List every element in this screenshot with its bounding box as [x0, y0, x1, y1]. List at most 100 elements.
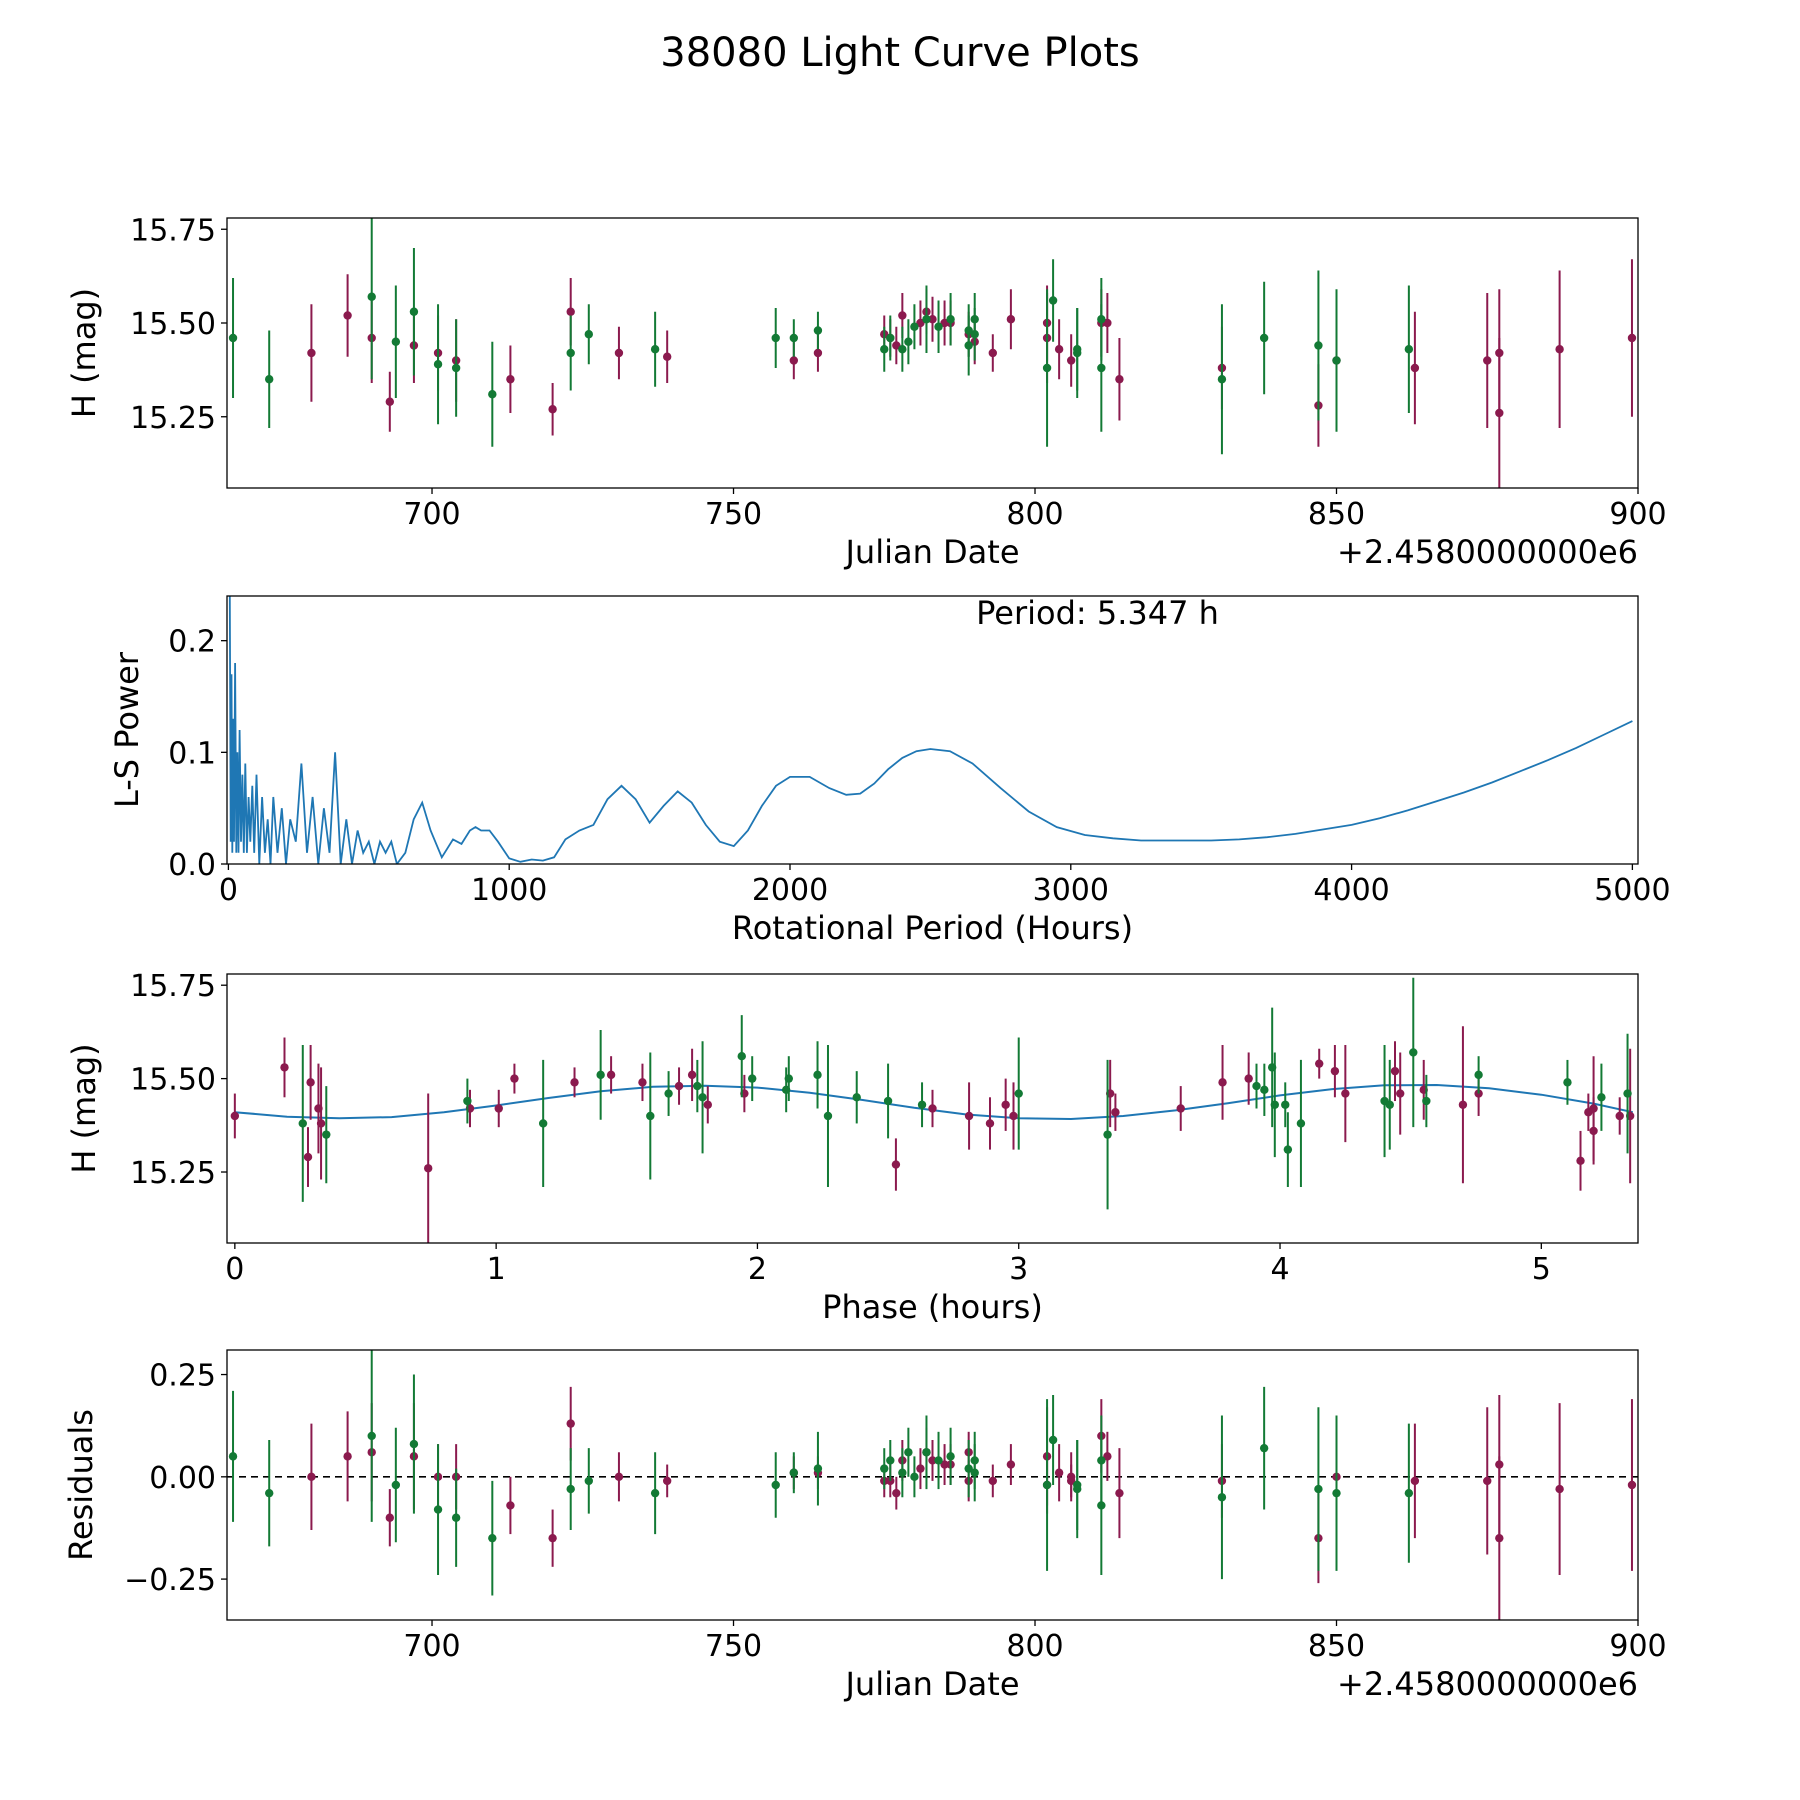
data-point [928, 1104, 937, 1113]
data-point [1281, 1100, 1290, 1109]
data-point [693, 1081, 702, 1091]
data-point [506, 375, 515, 384]
data-point [1404, 345, 1414, 354]
data-point [1115, 1488, 1124, 1498]
data-point [946, 315, 955, 324]
data-point [584, 1476, 593, 1486]
axes-frame [226, 1349, 1639, 1621]
data-point [1404, 1488, 1414, 1498]
data-point [985, 1119, 995, 1128]
data-point [910, 322, 919, 331]
y-axis-label: L-S Power [108, 651, 146, 808]
x-tick-label: 0 [219, 873, 238, 908]
plot-area [228, 1350, 1637, 1620]
periodogram-panel: 0 1000 2000 3000 4000 5000 0.0 0.1 0.2 Rotational… [108, 594, 1671, 947]
data-point [306, 1078, 315, 1087]
data-point [940, 318, 949, 328]
data-point [1001, 1100, 1010, 1109]
data-point [1111, 1108, 1120, 1117]
x-tick-label: 700 [403, 497, 460, 532]
x-tick-label: 750 [705, 497, 762, 532]
data-point [771, 1480, 780, 1490]
data-point [662, 1476, 672, 1486]
data-point [880, 345, 889, 354]
x-tick-label: 900 [1609, 1629, 1666, 1664]
data-point [1259, 333, 1269, 343]
data-point [538, 1119, 548, 1128]
data-point [1244, 1074, 1253, 1083]
data-point [1176, 1104, 1185, 1113]
data-point [898, 1468, 907, 1477]
data-point [385, 397, 395, 406]
data-point [886, 1476, 895, 1486]
x-tick-label: 700 [403, 1629, 460, 1664]
data-point [1217, 1493, 1227, 1502]
data-point [1296, 1119, 1306, 1128]
x-tick-label: 750 [705, 1629, 762, 1664]
y-tick-label: 0.0 [168, 848, 216, 883]
data-point [1576, 1156, 1585, 1166]
y-axis-label: H (mag) [65, 1043, 103, 1173]
data-point [970, 1456, 979, 1465]
x-axis-label: Rotational Period (Hours) [732, 909, 1133, 947]
data-point [343, 311, 352, 320]
data-point [1332, 1488, 1341, 1498]
data-point [813, 348, 823, 358]
data-point [1315, 1059, 1324, 1068]
x-tick-label: 0 [225, 1252, 244, 1287]
data-point [614, 348, 624, 358]
y-tick-label: 15.25 [130, 401, 216, 436]
data-point [1385, 1100, 1394, 1109]
data-point [1270, 1100, 1279, 1109]
data-point [748, 1074, 757, 1083]
data-point [662, 352, 672, 361]
data-point [307, 1472, 316, 1482]
data-point [494, 1104, 503, 1113]
y-axis-label: H (mag) [65, 288, 103, 418]
x-tick-label: 5 [1532, 1252, 1551, 1287]
data-point [1115, 375, 1124, 384]
data-point [1422, 1096, 1431, 1106]
data-point [1054, 345, 1064, 354]
data-point [1217, 375, 1227, 384]
data-point [934, 322, 943, 331]
x-offset-text: +2.4580000000e6 [1337, 533, 1638, 571]
data-point [1006, 315, 1016, 324]
data-point [1218, 1078, 1227, 1087]
plot-area [228, 218, 1637, 488]
data-point [1259, 1443, 1269, 1453]
data-point [1283, 1145, 1293, 1154]
data-point [451, 1513, 461, 1522]
x-tick-label: 850 [1308, 1629, 1365, 1664]
data-point [928, 315, 937, 324]
data-point [988, 348, 997, 358]
period-annotation: Period: 5.347 h [976, 594, 1219, 632]
data-point [737, 1051, 746, 1061]
y-tick-label: 0.1 [168, 736, 216, 771]
x-axis-label: Julian Date [843, 1665, 1019, 1703]
data-point [228, 1452, 238, 1461]
data-point [664, 1089, 673, 1098]
data-point [1066, 356, 1076, 365]
data-point [385, 1513, 395, 1522]
y-tick-label: 15.75 [130, 213, 216, 248]
data-point [1589, 1104, 1598, 1113]
data-point [1627, 333, 1637, 343]
data-point [1474, 1089, 1483, 1098]
y-tick-label: 15.50 [130, 1063, 216, 1098]
data-point [614, 1472, 624, 1482]
data-point [409, 1439, 419, 1449]
x-tick-label: 1000 [471, 873, 547, 908]
data-point [1314, 1484, 1323, 1494]
axes-frame [226, 595, 1639, 865]
data-point [423, 1164, 433, 1173]
data-point [488, 390, 497, 399]
axes-frame [226, 217, 1639, 489]
data-point [1410, 363, 1420, 373]
data-point [650, 345, 660, 354]
data-point [928, 1456, 937, 1465]
data-point [922, 1448, 931, 1457]
data-point [892, 341, 901, 350]
data-point [1009, 1111, 1018, 1121]
data-point [596, 1070, 605, 1080]
